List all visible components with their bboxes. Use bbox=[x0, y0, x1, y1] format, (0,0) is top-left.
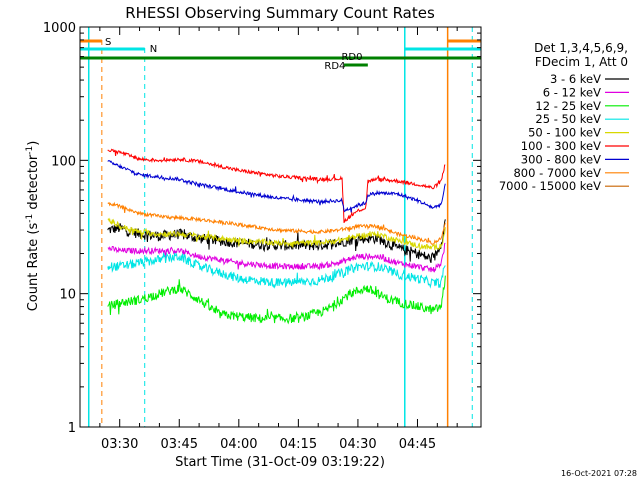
y-label-sup: -1 bbox=[25, 146, 35, 155]
legend-entry-label: 6 - 12 keV bbox=[543, 85, 601, 99]
flag-label: RD0 bbox=[341, 52, 362, 63]
legend-entry-label: 800 - 7000 keV bbox=[513, 166, 601, 180]
series-line bbox=[107, 219, 446, 263]
legend-entry-label: 100 - 300 keV bbox=[521, 139, 601, 153]
legend-header-line: FDecim 1, Att 0 bbox=[535, 55, 628, 69]
series-line bbox=[107, 201, 446, 245]
series-line bbox=[107, 160, 446, 213]
legend-header-line: Det 1,3,4,5,6,9, bbox=[534, 41, 628, 55]
series-line bbox=[107, 275, 446, 325]
y-tick-label: 1000 bbox=[43, 21, 76, 36]
flag-label: N bbox=[150, 44, 157, 55]
x-axis-label: Start Time (31-Oct-09 03:19:22) bbox=[175, 455, 385, 470]
x-tick-label: 04:15 bbox=[280, 437, 317, 452]
legend-entry-label: 50 - 100 keV bbox=[528, 126, 601, 140]
legend-entry-label: 25 - 50 keV bbox=[535, 112, 601, 126]
x-tick-label: 04:00 bbox=[220, 437, 257, 452]
plot-frame bbox=[79, 26, 482, 428]
legend-entry-label: 7000 - 15000 keV bbox=[499, 179, 601, 193]
series-line bbox=[107, 217, 446, 252]
x-tick-label: 04:45 bbox=[399, 437, 436, 452]
y-tick-label: 1 bbox=[68, 421, 76, 436]
legend-entry-label: 3 - 6 keV bbox=[550, 72, 601, 86]
flag-label: RD4 bbox=[324, 61, 345, 72]
x-tick-label: 03:30 bbox=[101, 437, 138, 452]
x-tick-label: 04:30 bbox=[339, 437, 376, 452]
x-tick-label: 03:45 bbox=[161, 437, 198, 452]
legend: Det 1,3,4,5,6,9, FDecim 1, Att 0 3 - 6 k… bbox=[499, 41, 629, 193]
y-label-part: detector bbox=[26, 154, 41, 214]
y-tick-label: 100 bbox=[51, 154, 76, 169]
footer-timestamp: 16-Oct-2021 07:28 bbox=[561, 469, 637, 478]
legend-entry-label: 12 - 25 keV bbox=[535, 99, 601, 113]
y-label-part: ) bbox=[26, 141, 41, 146]
axis-ticks: 03:30 03:45 04:00 04:15 04:30 04:45 1 10 100 1000 bbox=[43, 21, 481, 452]
flag-label: S bbox=[105, 37, 111, 48]
series-line bbox=[107, 252, 446, 289]
series-line bbox=[107, 148, 446, 224]
series-layer bbox=[107, 148, 446, 325]
y-label-part: Count Rate (s bbox=[26, 223, 41, 312]
chart-title: RHESSI Observing Summary Count Rates bbox=[125, 4, 435, 22]
y-label-sup: -1 bbox=[25, 214, 35, 223]
legend-entry-label: 300 - 800 keV bbox=[521, 152, 601, 166]
y-tick-label: 10 bbox=[59, 288, 76, 303]
y-axis-label: Count Rate (s-1 detector-1) bbox=[25, 141, 41, 312]
series-line bbox=[107, 242, 446, 273]
